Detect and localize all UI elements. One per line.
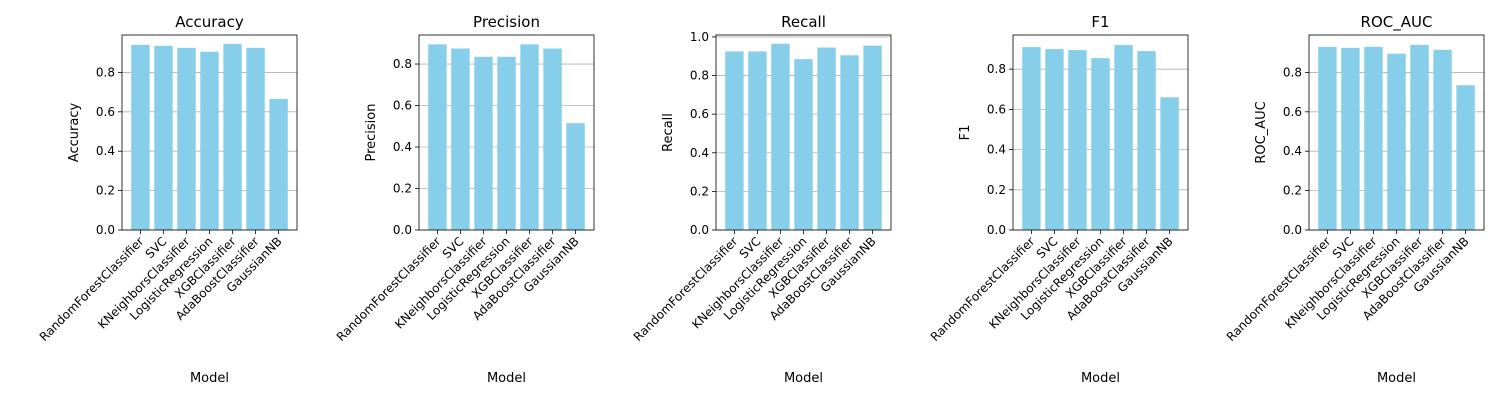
bar-kneighborsclassifier xyxy=(177,47,196,230)
y-tick-label: 0.2 xyxy=(987,183,1006,197)
bar-kneighborsclassifier xyxy=(1068,50,1087,231)
y-tick-label: 0.0 xyxy=(1283,223,1302,237)
y-tick-label: 0.0 xyxy=(393,223,412,237)
y-tick-label: 0.2 xyxy=(1283,184,1302,198)
y-tick-label: 0.6 xyxy=(96,105,115,119)
bar-logisticregression xyxy=(1387,53,1406,230)
bar-svc xyxy=(1045,49,1064,230)
bar-logisticregression xyxy=(794,59,813,230)
bar-svc xyxy=(748,51,767,231)
bar-randomforestclassifier xyxy=(131,44,150,231)
chart-title: Accuracy xyxy=(175,13,244,31)
x-axis-label: Model xyxy=(190,371,229,386)
subplot-accuracy: 0.00.20.40.60.8RandomForestClassifierSVC… xyxy=(37,13,298,386)
chart-title: Precision xyxy=(473,13,540,31)
bar-gaussiannb xyxy=(1160,97,1179,231)
y-axis-label: Recall xyxy=(661,113,676,152)
bar-adaboostclassifier xyxy=(1433,49,1452,230)
y-tick-label: 0.8 xyxy=(690,69,709,83)
y-tick-label: 0.4 xyxy=(690,146,709,160)
bar-xgbclassifier xyxy=(223,43,242,231)
bar-kneighborsclassifier xyxy=(474,56,493,230)
y-tick-label: 0.8 xyxy=(393,57,412,71)
x-axis-label: Model xyxy=(1377,371,1416,386)
y-tick-label: 0.0 xyxy=(690,223,709,237)
x-axis-label: Model xyxy=(487,371,526,386)
bar-svc xyxy=(1341,47,1360,230)
bar-logisticregression xyxy=(497,56,516,230)
bar-logisticregression xyxy=(1091,58,1110,230)
y-tick-label: 0.4 xyxy=(1283,144,1302,158)
chart-title: Recall xyxy=(781,13,826,31)
y-axis-label: ROC_AUC xyxy=(1254,101,1269,163)
y-axis-label: F1 xyxy=(958,125,973,141)
y-tick-label: 0.6 xyxy=(1283,105,1302,119)
y-tick-label: 0.2 xyxy=(393,182,412,196)
bar-gaussiannb xyxy=(566,123,585,230)
bar-adaboostclassifier xyxy=(840,55,859,230)
y-tick-label: 0.0 xyxy=(987,223,1006,237)
bar-randomforestclassifier xyxy=(1318,46,1337,231)
bar-gaussiannb xyxy=(863,45,882,231)
x-axis-label: Model xyxy=(1081,371,1120,386)
y-tick-label: 0.2 xyxy=(690,184,709,198)
y-axis-label: Precision xyxy=(364,103,379,161)
y-tick-label: 0.4 xyxy=(393,140,412,154)
y-tick-label: 0.6 xyxy=(690,107,709,121)
bar-kneighborsclassifier xyxy=(1364,46,1383,231)
chart-title: F1 xyxy=(1091,13,1109,31)
bar-randomforestclassifier xyxy=(428,44,447,230)
bar-svc xyxy=(154,45,173,231)
y-tick-label: 0.0 xyxy=(96,223,115,237)
bar-adaboostclassifier xyxy=(543,48,562,231)
y-tick-label: 1.0 xyxy=(690,30,709,44)
subplot-recall: 0.00.20.40.60.81.0RandomForestClassifier… xyxy=(631,13,892,386)
bar-kneighborsclassifier xyxy=(771,43,790,231)
y-tick-label: 0.8 xyxy=(96,65,115,79)
bar-randomforestclassifier xyxy=(725,51,744,231)
bar-adaboostclassifier xyxy=(246,47,265,230)
y-tick-label: 0.6 xyxy=(393,99,412,113)
y-tick-label: 0.8 xyxy=(987,62,1006,76)
bar-xgbclassifier xyxy=(520,44,539,230)
bar-gaussiannb xyxy=(1456,85,1475,231)
bar-gaussiannb xyxy=(269,99,288,230)
y-tick-label: 0.8 xyxy=(1283,65,1302,79)
bar-xgbclassifier xyxy=(817,47,836,231)
bar-svc xyxy=(451,48,470,231)
bar-randomforestclassifier xyxy=(1022,47,1041,230)
bar-xgbclassifier xyxy=(1114,45,1133,231)
y-tick-label: 0.4 xyxy=(96,144,115,158)
bar-adaboostclassifier xyxy=(1137,51,1156,230)
y-tick-label: 0.2 xyxy=(96,184,115,198)
bar-logisticregression xyxy=(200,51,219,230)
x-axis-label: Model xyxy=(784,371,823,386)
y-tick-label: 0.4 xyxy=(987,143,1006,157)
chart-title: ROC_AUC xyxy=(1361,13,1433,32)
y-tick-label: 0.6 xyxy=(987,102,1006,116)
bar-xgbclassifier xyxy=(1410,44,1429,231)
y-axis-label: Accuracy xyxy=(67,103,82,163)
